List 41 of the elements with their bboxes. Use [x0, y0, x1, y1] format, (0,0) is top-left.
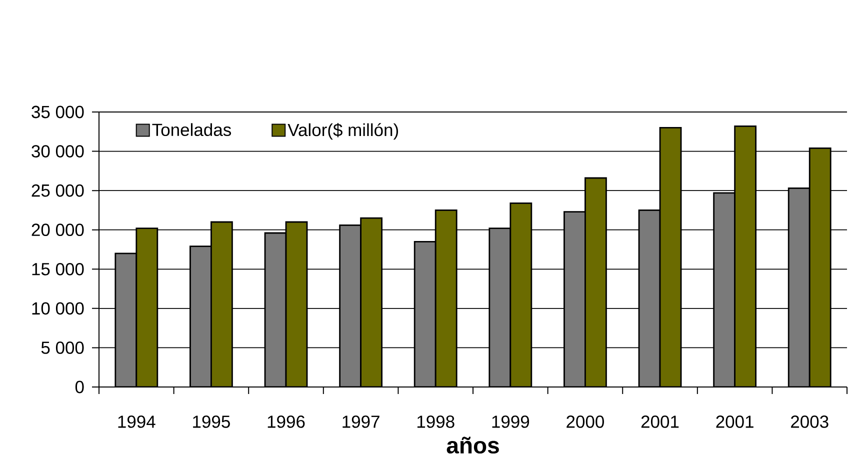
x-tick-label: 1995 [193, 416, 230, 428]
y-tick-label: 20 000 [32, 224, 84, 236]
y-tick-label: 30 000 [32, 145, 84, 158]
bar [639, 210, 660, 387]
bar [585, 178, 606, 387]
x-tick-label: 2003 [791, 416, 828, 428]
x-tick-label: 1994 [118, 416, 156, 428]
bar [510, 203, 532, 387]
bar [808, 147, 832, 387]
bar [340, 225, 361, 387]
bar [414, 242, 436, 387]
x-tick-label: 1996 [268, 416, 305, 428]
x-tick-label: 2001 [716, 416, 754, 428]
legend-label: Valor($ millón) [288, 123, 398, 140]
x-tick-label: 1998 [417, 416, 454, 428]
bar [734, 126, 756, 387]
bar [436, 210, 457, 387]
bar [190, 246, 212, 387]
bar [360, 218, 382, 387]
bar [660, 128, 682, 387]
x-tick-label: 1997 [342, 416, 380, 428]
y-tick-label: 0 [75, 380, 84, 394]
legend-label: Toneladas [152, 123, 231, 136]
bar [136, 228, 158, 387]
x-axis-title: años [446, 436, 499, 454]
bar [489, 228, 510, 387]
bar [564, 212, 586, 387]
bar [714, 192, 735, 387]
y-tick-label: 25 000 [32, 184, 84, 197]
y-tick-label: 15 000 [32, 262, 84, 276]
y-tick-label: 5 000 [41, 342, 84, 354]
bar [115, 253, 136, 387]
bar [286, 222, 308, 387]
y-tick-label: 10 000 [32, 302, 84, 315]
x-tick-label: 2000 [566, 416, 604, 428]
x-tick-label: 2001 [641, 416, 679, 428]
bar [211, 222, 232, 387]
x-tick-label: 1999 [492, 416, 530, 428]
bar [265, 233, 286, 387]
y-tick-label: 35 000 [32, 106, 84, 118]
bar [788, 188, 810, 387]
